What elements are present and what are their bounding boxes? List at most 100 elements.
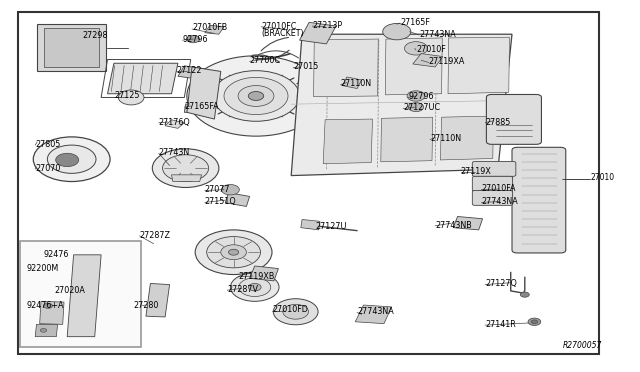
Polygon shape xyxy=(44,28,99,67)
FancyBboxPatch shape xyxy=(512,147,566,253)
Text: 27127UC: 27127UC xyxy=(403,103,440,112)
Circle shape xyxy=(163,155,209,182)
Circle shape xyxy=(47,145,96,173)
Text: 27141R: 27141R xyxy=(485,320,516,329)
Polygon shape xyxy=(67,255,101,337)
Text: 27743NB: 27743NB xyxy=(435,221,472,230)
Polygon shape xyxy=(146,283,170,317)
Polygon shape xyxy=(342,77,362,89)
Polygon shape xyxy=(205,25,224,34)
Polygon shape xyxy=(440,116,493,160)
Text: 92796: 92796 xyxy=(408,92,434,101)
Text: 27805: 27805 xyxy=(35,140,61,149)
Text: 92476: 92476 xyxy=(44,250,69,259)
Polygon shape xyxy=(301,219,320,230)
Polygon shape xyxy=(250,266,278,281)
Text: 27127U: 27127U xyxy=(315,222,346,231)
Text: 27287Z: 27287Z xyxy=(140,231,170,240)
Text: 27176Q: 27176Q xyxy=(159,118,191,126)
Polygon shape xyxy=(187,67,221,119)
Circle shape xyxy=(212,71,300,121)
Polygon shape xyxy=(323,119,372,164)
Circle shape xyxy=(238,86,274,106)
Polygon shape xyxy=(108,63,178,94)
Polygon shape xyxy=(314,39,378,97)
Circle shape xyxy=(407,91,425,101)
Text: 27743NA: 27743NA xyxy=(357,307,394,316)
Circle shape xyxy=(195,230,272,275)
Text: 27010FC: 27010FC xyxy=(261,22,296,31)
Circle shape xyxy=(404,42,428,55)
Text: 92796: 92796 xyxy=(182,35,208,44)
Text: 27020A: 27020A xyxy=(54,286,85,295)
Text: 27010FA: 27010FA xyxy=(481,185,516,193)
Circle shape xyxy=(520,292,529,297)
Text: 27743NA: 27743NA xyxy=(481,197,518,206)
Text: 27743NA: 27743NA xyxy=(419,30,456,39)
Text: 27077: 27077 xyxy=(205,185,230,194)
Circle shape xyxy=(408,103,424,112)
Text: 27070: 27070 xyxy=(35,164,61,173)
Circle shape xyxy=(531,320,538,324)
Text: 27885: 27885 xyxy=(485,118,511,126)
Polygon shape xyxy=(355,305,392,324)
Circle shape xyxy=(383,23,411,40)
Text: 27122: 27122 xyxy=(176,66,202,75)
Polygon shape xyxy=(291,34,512,176)
Circle shape xyxy=(248,92,264,100)
Circle shape xyxy=(221,245,246,260)
Polygon shape xyxy=(225,193,250,206)
Circle shape xyxy=(207,237,260,268)
Circle shape xyxy=(56,153,79,167)
Circle shape xyxy=(283,304,308,319)
Circle shape xyxy=(248,283,261,291)
Polygon shape xyxy=(448,37,509,94)
Circle shape xyxy=(221,185,239,195)
Text: (BRACKET): (BRACKET) xyxy=(261,29,304,38)
Circle shape xyxy=(228,249,239,255)
Text: 27110N: 27110N xyxy=(430,134,461,143)
Circle shape xyxy=(40,328,47,332)
Polygon shape xyxy=(413,54,443,67)
Polygon shape xyxy=(184,104,205,112)
Text: 27165FA: 27165FA xyxy=(184,102,219,110)
Text: 27298: 27298 xyxy=(82,31,108,40)
Text: 27015: 27015 xyxy=(293,62,319,71)
Text: R2700057: R2700057 xyxy=(563,341,603,350)
Text: 27287V: 27287V xyxy=(227,285,258,294)
Circle shape xyxy=(152,149,219,187)
Text: 27213P: 27213P xyxy=(312,21,342,30)
Circle shape xyxy=(187,35,200,43)
Text: 27280: 27280 xyxy=(133,301,159,310)
Polygon shape xyxy=(385,38,442,95)
Text: 92476+A: 92476+A xyxy=(27,301,65,310)
Polygon shape xyxy=(381,117,433,162)
Polygon shape xyxy=(178,66,224,82)
Polygon shape xyxy=(37,24,106,71)
Text: 27151Q: 27151Q xyxy=(205,197,237,206)
Polygon shape xyxy=(172,175,202,182)
Polygon shape xyxy=(35,324,58,337)
FancyBboxPatch shape xyxy=(472,161,516,176)
Text: 27119XA: 27119XA xyxy=(429,57,465,66)
Text: 27127Q: 27127Q xyxy=(485,279,517,288)
Circle shape xyxy=(224,77,288,115)
Text: 27010FB: 27010FB xyxy=(192,23,227,32)
Text: 27700C: 27700C xyxy=(250,56,280,65)
Circle shape xyxy=(44,303,52,308)
FancyBboxPatch shape xyxy=(472,176,513,191)
Circle shape xyxy=(528,318,541,326)
Text: 92200M: 92200M xyxy=(27,264,59,273)
Circle shape xyxy=(239,278,271,296)
Text: 27743N: 27743N xyxy=(159,148,190,157)
FancyBboxPatch shape xyxy=(472,190,513,205)
Circle shape xyxy=(187,56,325,136)
Polygon shape xyxy=(165,120,184,128)
Circle shape xyxy=(33,137,110,182)
Polygon shape xyxy=(300,22,336,44)
Text: 27010: 27010 xyxy=(590,173,614,182)
Polygon shape xyxy=(453,217,483,230)
Text: 27125: 27125 xyxy=(114,92,140,100)
Text: 27119XB: 27119XB xyxy=(238,272,275,280)
Text: 27119X: 27119X xyxy=(461,167,492,176)
